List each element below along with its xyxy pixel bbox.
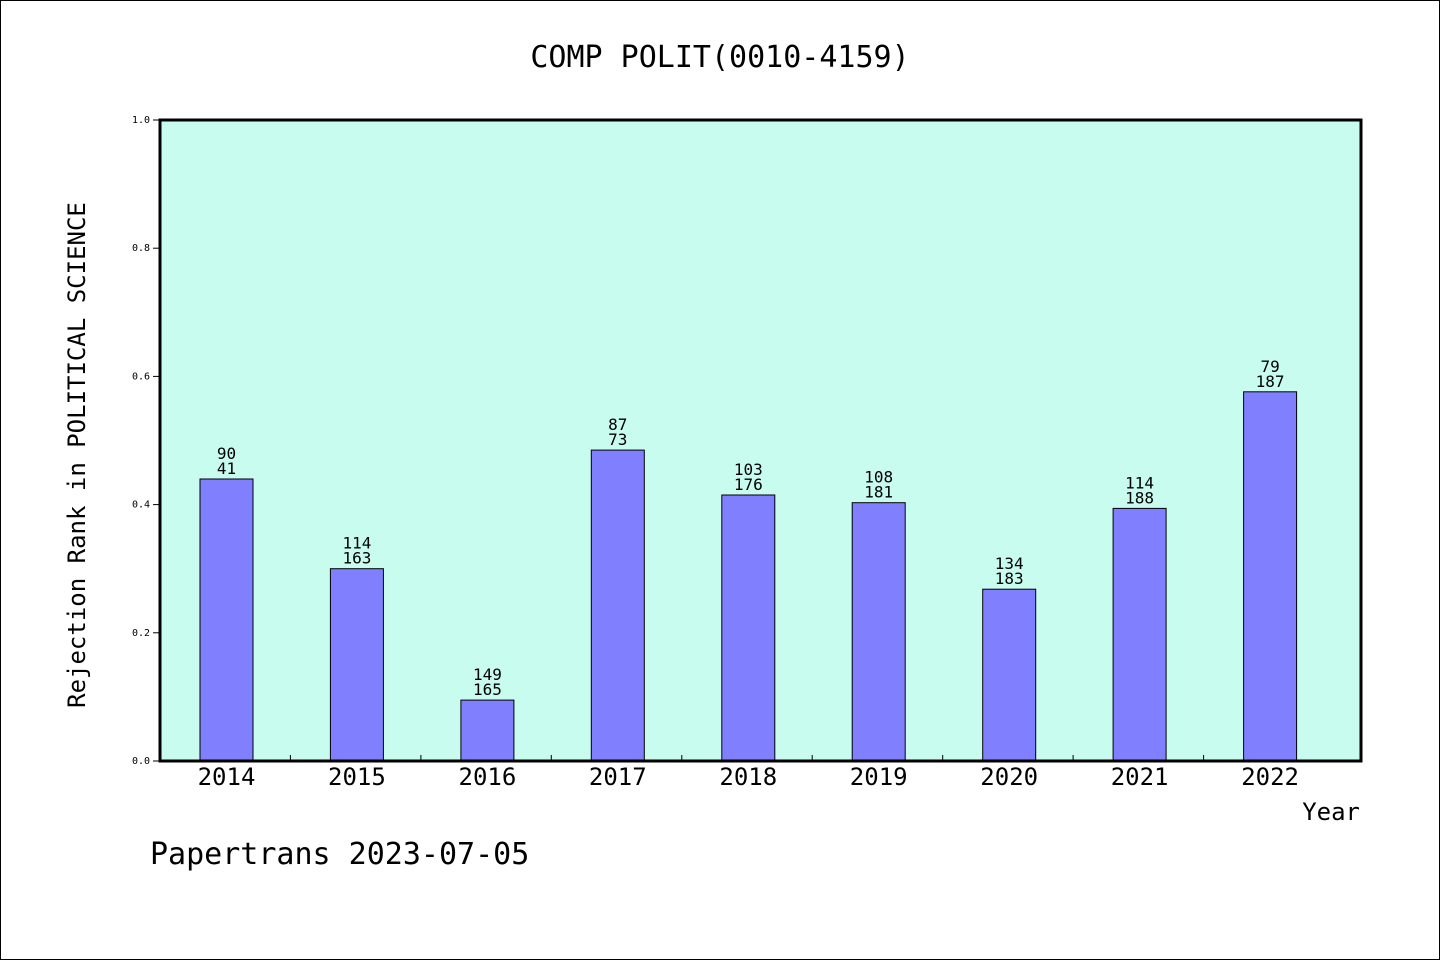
bar-2019: [851, 502, 906, 762]
bar-label-bottom-2017: 73: [608, 430, 627, 449]
y-tick-label-0.2: 0.2: [132, 628, 150, 639]
bar-label-top-2019: 108: [864, 468, 893, 487]
bar-2016: [460, 699, 515, 762]
bar-label-top-2016: 149: [473, 665, 502, 684]
bar-label-bottom-2016: 165: [473, 680, 502, 699]
x-tick-label-2016: 2016: [459, 763, 517, 791]
x-tick-label-2018: 2018: [719, 763, 777, 791]
bar-label-top-2017: 87: [608, 415, 627, 434]
x-axis-label: Year: [1302, 798, 1360, 826]
y-tick-label-1.0: 1.0: [132, 115, 150, 126]
bar-label-top-2018: 103: [734, 460, 763, 479]
bar-label-top-2015: 114: [342, 534, 371, 553]
bar-label-bottom-2022: 187: [1256, 372, 1285, 391]
bars-group: [199, 391, 1298, 762]
bar-label-bottom-2020: 183: [995, 569, 1024, 588]
y-axis-ticks: 0.0 0.2 0.4 0.6 0.8 1.0: [132, 115, 160, 767]
y-tick-label-0.0: 0.0: [132, 756, 150, 767]
bar-label-bottom-2019: 181: [864, 483, 893, 502]
y-tick-label-0.8: 0.8: [132, 243, 150, 254]
bar-label-bottom-2014: 41: [217, 459, 236, 478]
x-tick-label-2015: 2015: [328, 763, 386, 791]
bar-2020: [982, 588, 1037, 762]
x-tick-label-2022: 2022: [1241, 763, 1299, 791]
y-axis-label: Rejection Rank in POLITICAL SCIENCE: [63, 202, 91, 708]
bar-label-top-2022: 79: [1260, 357, 1279, 376]
y-tick-label-0.6: 0.6: [132, 371, 150, 382]
y-tick-label-0.4: 0.4: [132, 500, 150, 511]
x-tick-label-2021: 2021: [1111, 763, 1169, 791]
x-tick-label-2014: 2014: [198, 763, 256, 791]
bar-2021: [1112, 507, 1167, 762]
bar-label-top-2021: 114: [1125, 473, 1154, 492]
bar-2017: [590, 449, 645, 762]
bar-2015: [329, 568, 384, 762]
bar-label-bottom-2015: 163: [342, 549, 371, 568]
x-tick-label-2020: 2020: [980, 763, 1038, 791]
chart-title: COMP POLIT(0010-4159): [530, 40, 909, 75]
bar-label-top-2020: 134: [995, 554, 1024, 573]
bar-2018: [721, 494, 776, 762]
plot-border: [158, 118, 1363, 763]
bar-2014: [199, 478, 254, 762]
footer-credit: Papertrans 2023-07-05: [150, 837, 529, 872]
x-tick-label-2017: 2017: [589, 763, 647, 791]
bar-label-top-2014: 90: [217, 444, 236, 463]
bar-2022: [1243, 391, 1298, 762]
x-tick-label-2019: 2019: [850, 763, 908, 791]
bar-label-bottom-2018: 176: [734, 475, 763, 494]
bar-label-bottom-2021: 188: [1125, 488, 1154, 507]
x-axis-ticks: 2014 2015 2016 2017 2018 2019 2020 2021 2022: [198, 755, 1299, 791]
